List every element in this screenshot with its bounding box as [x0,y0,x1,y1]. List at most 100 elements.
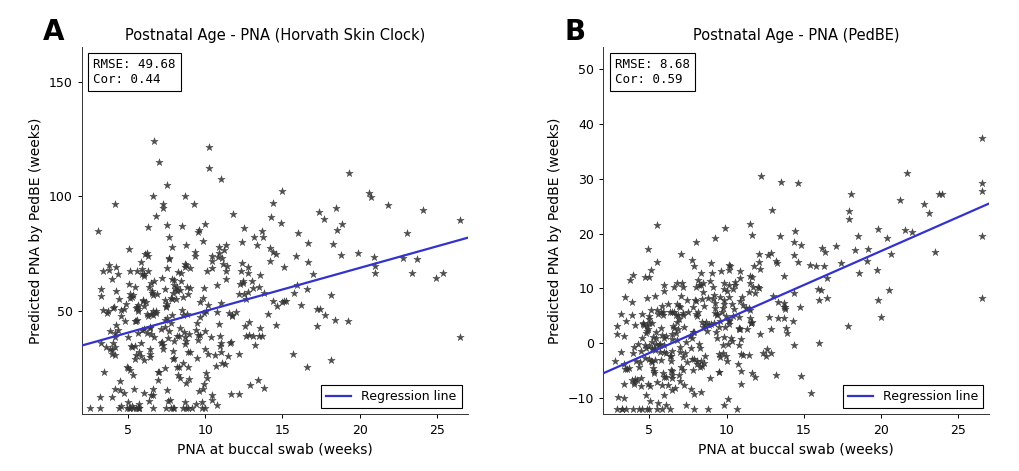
Point [163,275,179,283]
Point [684,356,700,363]
Point [774,315,791,322]
Point [180,290,197,298]
Point [120,404,137,411]
Point [657,333,674,340]
Point [199,374,215,382]
Point [676,382,692,389]
Point [138,299,154,306]
Point [691,281,707,289]
Point [167,295,183,302]
Point [752,172,768,180]
Point [247,341,263,349]
Point [211,249,227,257]
Point [637,344,653,352]
Point [972,134,988,142]
Point [624,376,640,384]
Point [398,229,415,236]
Point [674,309,690,317]
Point [639,323,655,330]
Point [276,263,292,270]
Point [767,371,784,379]
Point [195,237,211,245]
Point [434,269,450,277]
Point [250,376,266,384]
Point [180,349,197,356]
Point [714,304,731,311]
Point [146,333,162,341]
Point [607,323,624,330]
Point [614,332,631,339]
Point [215,246,231,254]
Point [618,365,634,373]
Title: Postnatal Age - PNA (Horvath Skin Clock): Postnatal Age - PNA (Horvath Skin Clock) [124,28,425,43]
Point [638,327,654,335]
Point [309,322,325,330]
Point [637,329,653,337]
Point [118,404,135,411]
Point [178,338,195,345]
Point [98,309,114,317]
Point [972,179,988,187]
Point [730,341,746,349]
Point [701,278,717,285]
X-axis label: PNA at buccal swab (weeks): PNA at buccal swab (weeks) [176,442,372,456]
Point [268,322,284,329]
Point [715,401,732,408]
Point [137,325,153,333]
Point [687,311,703,318]
Point [151,368,167,376]
Point [161,327,177,335]
Point [100,308,116,315]
Point [164,404,180,411]
Point [716,323,733,331]
Point [197,327,213,335]
Point [254,332,270,340]
Point [711,267,728,275]
Point [715,285,732,293]
Point [758,346,774,353]
Point [126,342,143,349]
Point [694,323,710,331]
Point [636,341,652,349]
Point [121,268,138,275]
Point [239,288,256,295]
Point [158,314,174,322]
Point [136,357,152,364]
Point [174,404,191,411]
Point [340,169,357,177]
Point [244,277,260,285]
Point [723,300,740,308]
Point [209,401,225,408]
Point [683,385,699,393]
Point [769,299,786,306]
Point [176,333,193,341]
Point [661,309,678,316]
Point [174,307,191,314]
Point [154,339,170,346]
Point [129,306,146,313]
Point [663,331,680,338]
Point [209,309,225,316]
Point [181,264,198,272]
Point [120,245,137,253]
Point [181,375,198,383]
Point [140,312,156,320]
Point [166,276,182,284]
Point [107,322,123,329]
Point [110,326,126,333]
Point [648,221,664,229]
Point [157,316,173,323]
Point [731,274,747,281]
Point [105,339,121,346]
Point [903,228,919,236]
Point [878,234,895,242]
Point [672,348,688,356]
Point [284,350,301,358]
Point [142,350,158,357]
Point [833,260,849,267]
Point [775,272,792,280]
Point [722,334,739,341]
Point [224,312,240,320]
Point [213,299,229,306]
Point [299,363,315,370]
